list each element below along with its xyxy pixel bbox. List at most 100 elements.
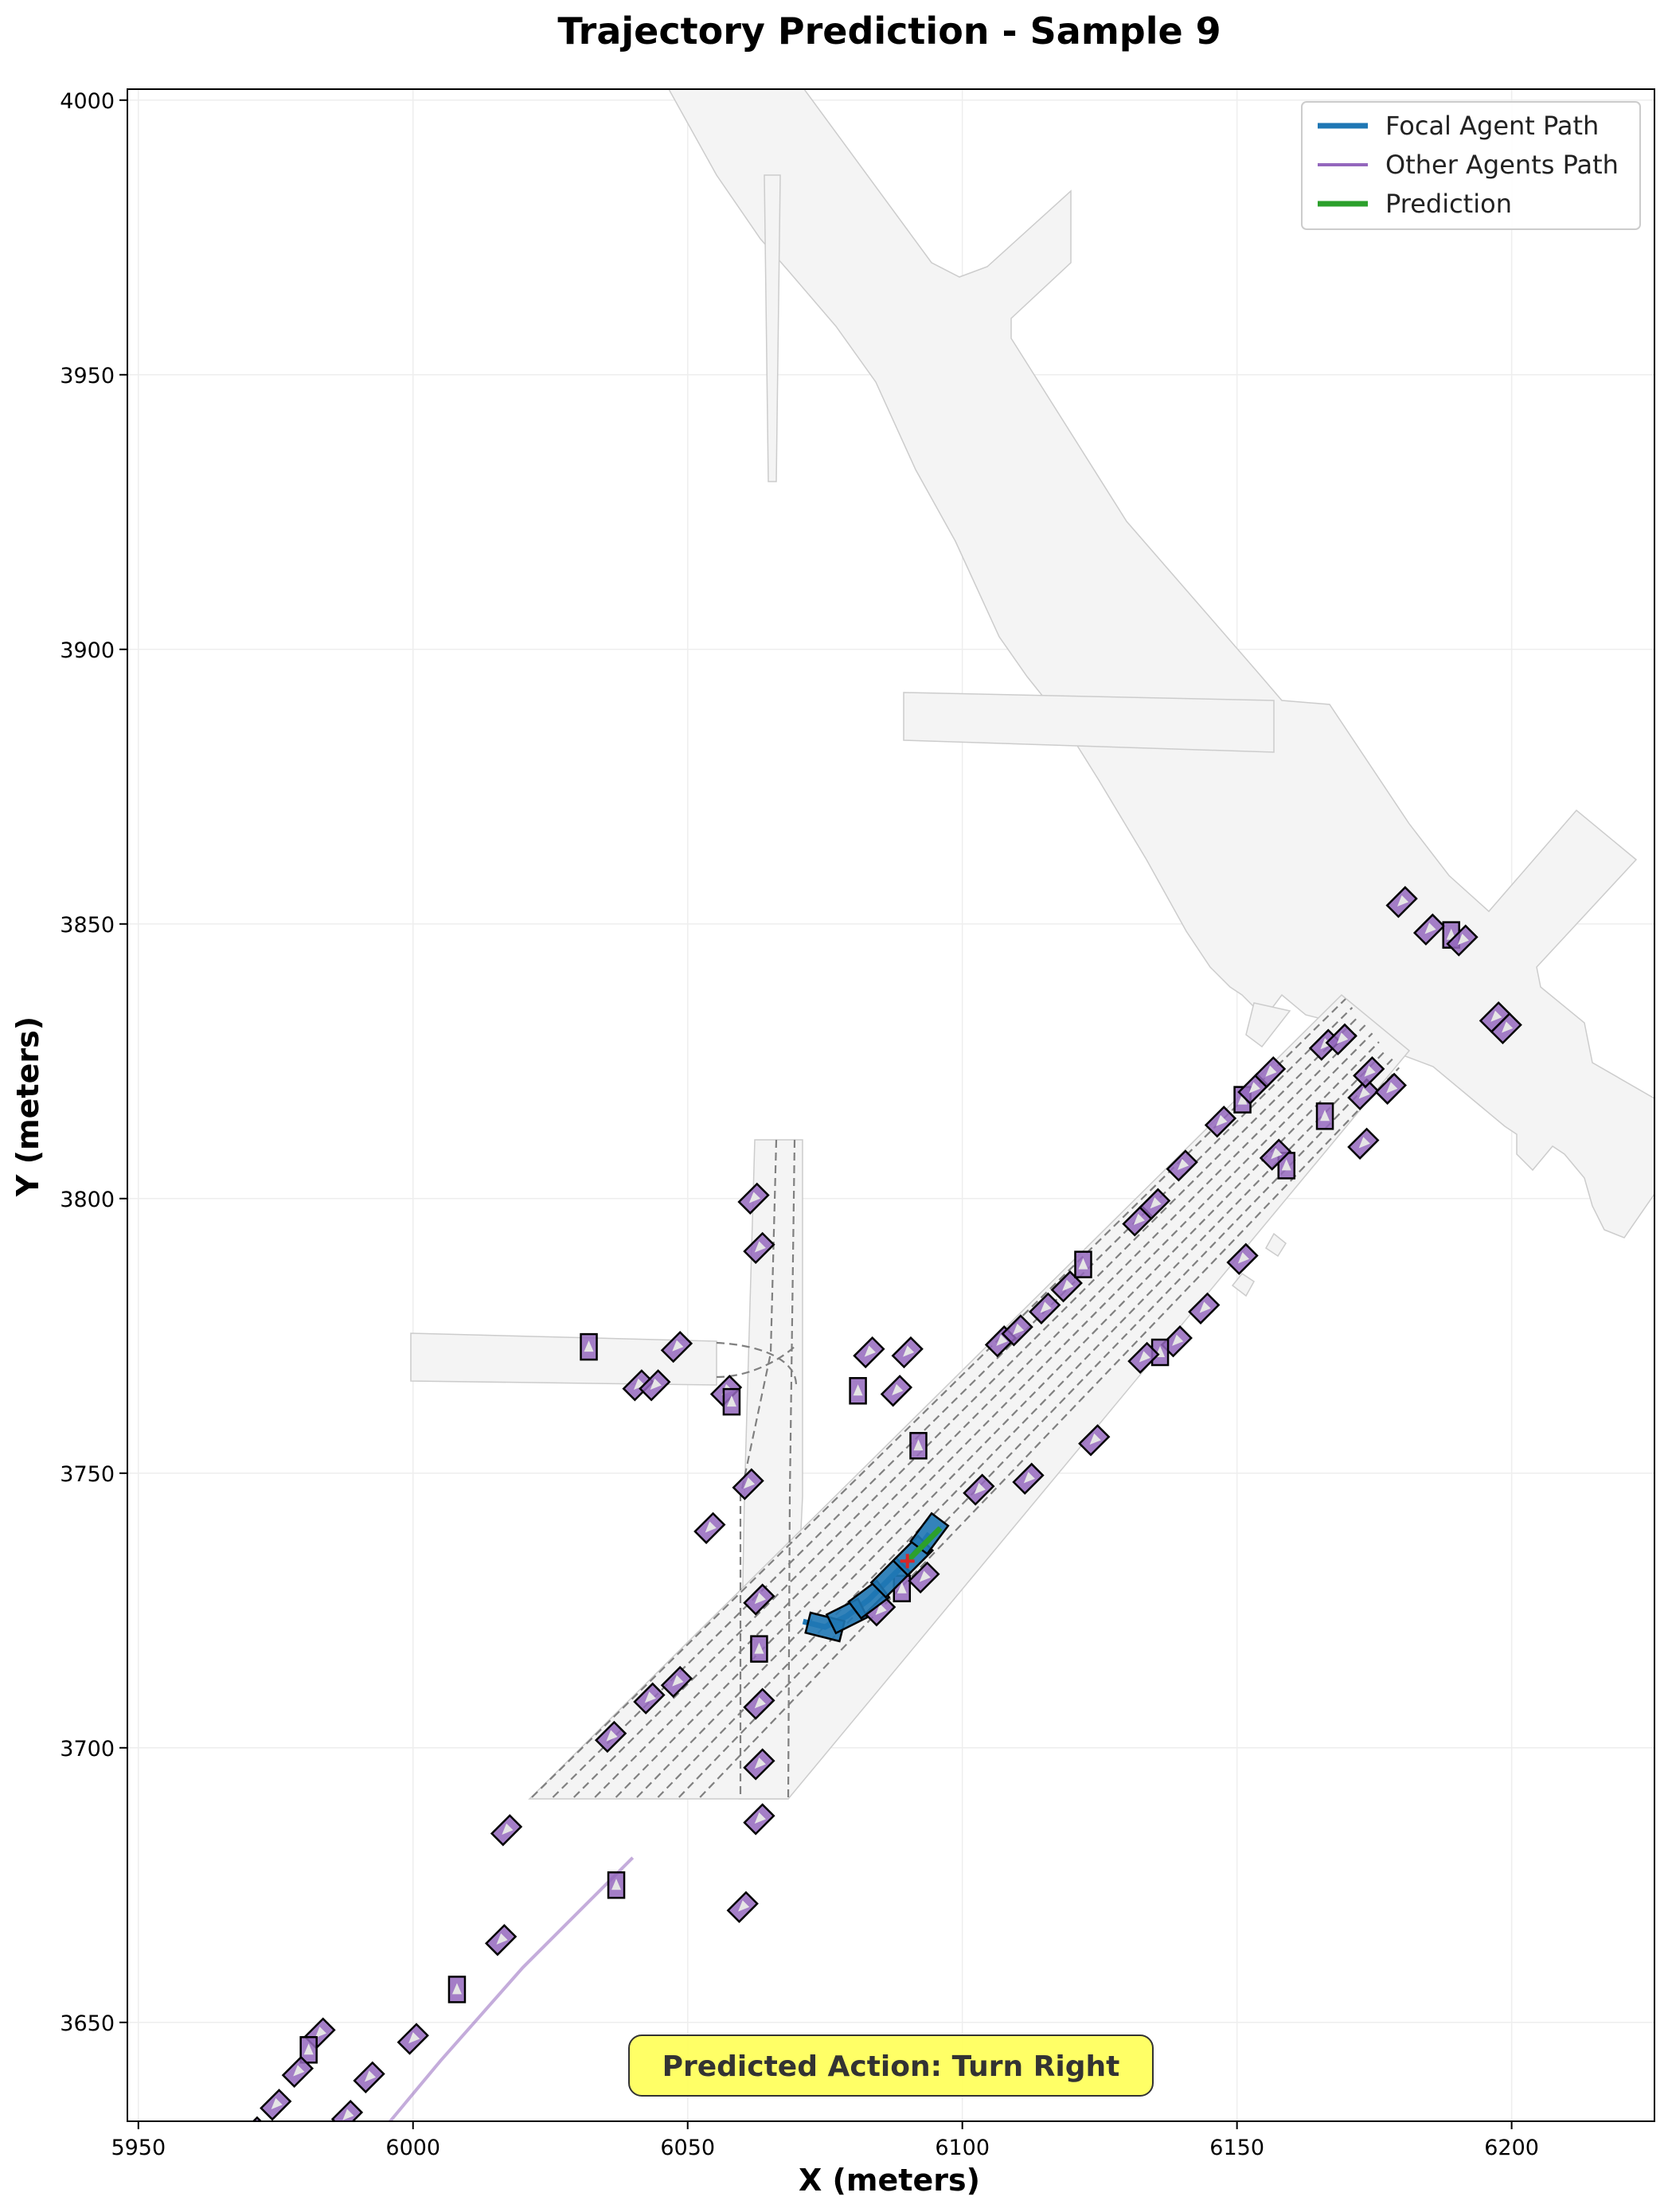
heading-arrow-icon xyxy=(314,2027,326,2038)
other-agent xyxy=(447,1976,467,2003)
other-agent xyxy=(1204,1106,1237,1138)
heading-arrow-icon xyxy=(1271,1148,1283,1160)
heading-arrow-icon xyxy=(451,1983,462,1995)
other-agent xyxy=(743,1803,775,1836)
other-agent xyxy=(737,1182,770,1215)
y-axis-label: Y (meters) xyxy=(10,1016,45,1197)
road-area-side-branch xyxy=(903,692,1275,753)
heading-arrow-icon xyxy=(672,1675,684,1687)
other-agent xyxy=(607,1871,626,1899)
other-agent xyxy=(1226,1243,1259,1275)
other-agent xyxy=(722,1387,741,1416)
heading-arrow-icon xyxy=(271,2097,283,2109)
lane-centerline xyxy=(615,1032,1373,1798)
other-agent xyxy=(1325,1023,1357,1055)
heading-arrow-icon xyxy=(1358,1087,1370,1099)
heading-arrow-icon xyxy=(408,2032,420,2044)
heading-arrow-icon xyxy=(1078,1258,1088,1270)
other-agent xyxy=(891,1336,924,1369)
action-annotation-box xyxy=(628,2034,1154,2097)
other-agent xyxy=(1074,1250,1092,1278)
heading-arrow-icon xyxy=(1490,1010,1502,1022)
lane-centerline xyxy=(531,998,1346,1798)
lane-centerline xyxy=(787,1139,796,1800)
heading-arrow-icon xyxy=(754,1241,766,1253)
other-agent xyxy=(1374,1072,1407,1105)
heading-arrow-icon xyxy=(919,1570,931,1582)
legend-box xyxy=(1301,101,1641,230)
heading-arrow-icon xyxy=(1386,1082,1398,1094)
heading-arrow-icon xyxy=(496,1933,508,1945)
heading-arrow-icon xyxy=(1089,1433,1101,1445)
other-agent xyxy=(1353,1055,1385,1089)
other-agent xyxy=(743,1231,775,1265)
other-agent xyxy=(1446,924,1479,957)
other-agent xyxy=(639,1369,671,1402)
other-agent xyxy=(633,1682,666,1715)
lane-centerline xyxy=(636,1041,1380,1798)
other-agent xyxy=(1188,1292,1221,1324)
y-tick-label: 3700 xyxy=(60,1737,115,1761)
heading-arrow-icon xyxy=(705,1521,717,1533)
road-area-ramp xyxy=(1245,1002,1291,1048)
other-agent xyxy=(660,1665,693,1699)
lane-centerlines xyxy=(531,998,1400,1800)
heading-arrow-icon xyxy=(1364,1065,1376,1077)
heading-arrow-icon xyxy=(1248,1082,1260,1094)
other-agent xyxy=(396,2023,429,2055)
other-agent xyxy=(594,1720,627,1754)
x-tick-label: 6000 xyxy=(385,2136,440,2160)
other-agent xyxy=(1001,1314,1033,1347)
heading-arrow-icon xyxy=(1178,1158,1189,1171)
other-agent xyxy=(281,2055,314,2089)
heading-arrow-icon xyxy=(1237,1252,1250,1264)
focal-agent xyxy=(802,1512,950,1643)
y-tick-label: 3850 xyxy=(60,913,115,938)
agent-paths xyxy=(388,1856,635,2121)
heading-arrow-icon xyxy=(743,1477,756,1489)
x-axis-label: X (meters) xyxy=(799,2163,980,2198)
lane-centerline xyxy=(657,1050,1387,1798)
lane-centerline xyxy=(739,1139,778,1799)
road-area-north-stub xyxy=(764,174,781,482)
other-agent xyxy=(1347,1078,1380,1110)
heading-arrow-icon xyxy=(1320,1110,1330,1122)
heading-arrow-icon xyxy=(1358,1137,1370,1149)
heading-arrow-icon xyxy=(1013,1323,1025,1336)
lane-centerline xyxy=(678,1058,1393,1798)
chart-title: Trajectory Prediction - Sample 9 xyxy=(557,10,1221,53)
heading-arrow-icon xyxy=(650,1378,662,1391)
y-tick-label: 3750 xyxy=(60,1462,115,1487)
other-agent xyxy=(1078,1424,1111,1457)
other-agent-path xyxy=(388,1856,635,2121)
x-axis: 5950 6000 6050 6100 6150 6200 xyxy=(111,2121,1539,2160)
x-tick-label: 6050 xyxy=(660,2136,715,2160)
heading-arrow-icon xyxy=(1040,1301,1052,1313)
lane-centerline xyxy=(699,1067,1400,1798)
prediction-path xyxy=(905,1526,943,1563)
heading-arrow-icon xyxy=(246,2125,260,2140)
other-agent xyxy=(1315,1102,1334,1130)
heading-arrow-icon xyxy=(1172,1334,1184,1346)
heading-arrow-icon xyxy=(672,1340,684,1352)
other-agent xyxy=(750,1635,768,1663)
heading-arrow-icon xyxy=(606,1730,618,1742)
heading-arrow-icon xyxy=(754,1697,766,1709)
other-agent xyxy=(1490,1012,1522,1045)
heading-arrow-icon xyxy=(903,1345,915,1357)
heading-arrow-icon xyxy=(726,1395,736,1407)
heading-arrow-icon xyxy=(754,1642,764,1654)
heading-arrow-icon xyxy=(1150,1197,1162,1209)
x-tick-label: 6200 xyxy=(1484,2136,1539,2160)
heading-arrow-icon xyxy=(1281,1159,1291,1171)
heading-arrow-icon xyxy=(1337,1032,1349,1044)
heading-arrow-icon xyxy=(293,2065,305,2077)
y-axis: 3650 3700 3750 3800 3850 3900 3950 4000 xyxy=(60,89,127,2036)
heading-arrow-icon xyxy=(502,1823,514,1835)
other-agent xyxy=(580,1332,598,1361)
heading-arrow-icon xyxy=(738,1900,750,1912)
other-agent xyxy=(490,1814,523,1847)
other-agent xyxy=(849,1377,867,1405)
other-agent xyxy=(660,1330,693,1363)
other-agent xyxy=(484,1924,518,1956)
